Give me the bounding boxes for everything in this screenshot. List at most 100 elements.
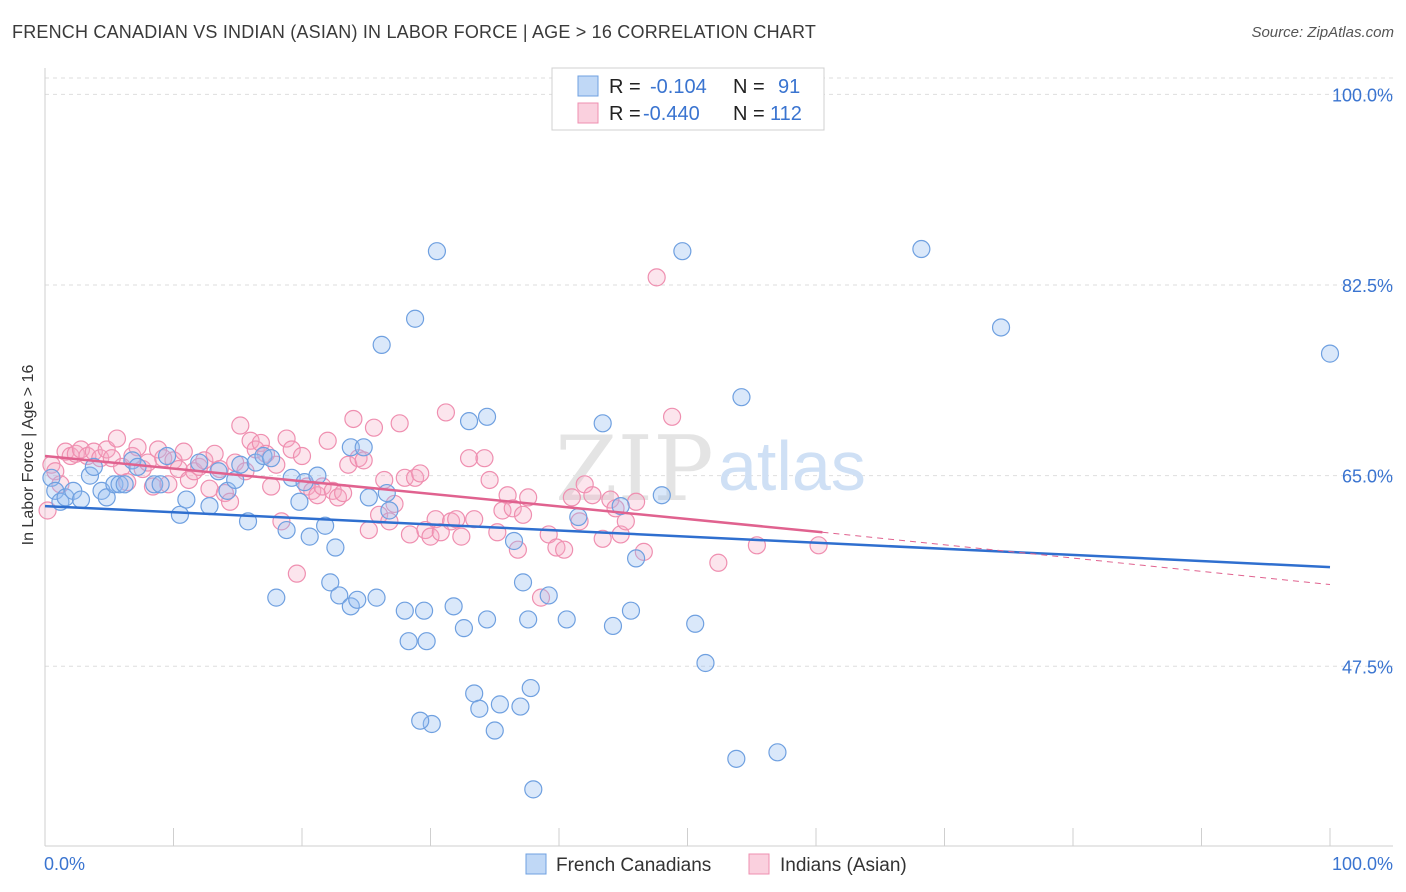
y-tick-label-1: 65.0% [1342, 467, 1393, 487]
indians-asian-point-62 [359, 520, 378, 540]
french-canadians-point-50 [395, 601, 414, 620]
bottom-legend-swatch-indians-asian [748, 853, 770, 875]
french-canadians-point-86 [1320, 344, 1340, 363]
french-canadians-point-66 [504, 531, 524, 551]
french-canadians-point-45 [359, 488, 378, 507]
legend-swatch-french-canadians [577, 75, 599, 97]
legend-r-label-2: R = [609, 103, 641, 125]
tick-labels: 47.5% 65.0% 82.5% 100.0% 0.0% 100.0% [44, 85, 1393, 874]
french-canadians-point-81 [727, 749, 746, 768]
indians-asian-point-109 [709, 553, 728, 572]
indians-asian-point-99 [583, 486, 602, 505]
french-canadians-point-75 [621, 601, 641, 620]
trend-line-indians-asian-extension [822, 531, 1331, 586]
indians-asian-point-84 [480, 470, 499, 490]
legend: R = -0.104 N = 91 R = -0.440 N = 112 [551, 67, 825, 131]
french-canadians-point-85 [991, 318, 1011, 337]
french-canadians-point-29 [262, 449, 281, 468]
indians-asian-point-23 [159, 475, 178, 494]
legend-n-label-2: N = [733, 103, 765, 125]
legend-n-label-1: N = [733, 76, 765, 98]
french-canadians-point-73 [593, 414, 612, 433]
french-canadians-point-33 [290, 492, 309, 511]
french-canadians-point-30 [267, 588, 286, 607]
french-canadians-point-6 [80, 466, 100, 485]
legend-r-label-1: R = [609, 76, 641, 98]
french-canadians-point-46 [367, 588, 386, 607]
indians-asian-point-64 [370, 505, 389, 524]
indians-asian-point-108 [662, 407, 682, 426]
french-canadians-point-25 [231, 455, 250, 474]
indians-asian-point-34 [215, 483, 234, 503]
french-canadians-point-64 [485, 721, 504, 740]
french-canadians-point-62 [477, 407, 497, 426]
indians-asian-point-80 [452, 527, 471, 546]
french-canadians-point-1 [46, 481, 65, 500]
bottom-legend: French Canadians Indians (Asian) [525, 853, 907, 876]
french-canadians-point-42 [341, 597, 360, 616]
french-canadians-point-11 [110, 475, 129, 494]
french-canadians-point-84 [912, 239, 931, 259]
french-canadians-point-54 [417, 632, 436, 651]
french-canadians-point-18 [170, 505, 190, 524]
french-canadians-point-20 [190, 453, 209, 472]
indians-asian-point-48 [287, 564, 306, 583]
indians-asian-point-111 [809, 536, 828, 555]
french-canadians-point-10 [105, 475, 124, 494]
french-canadians-point-59 [459, 412, 479, 431]
french-canadians-point-76 [626, 549, 646, 568]
indians-asian-point-79 [447, 510, 466, 529]
french-canadians-point-47 [372, 335, 391, 354]
french-canadians-point-48 [377, 483, 396, 503]
french-canadians-point-69 [519, 610, 538, 629]
french-canadians-point-41 [341, 438, 360, 457]
watermark-zip: ZIP [555, 417, 714, 522]
indians-asian-point-43 [262, 477, 281, 496]
indians-asian-point-96 [562, 488, 581, 507]
indians-asian-point-27 [179, 470, 199, 490]
french-canadians-point-36 [308, 466, 327, 485]
french-canadians-point-58 [454, 619, 474, 638]
trend-lines [44, 454, 1331, 586]
trend-line-french-canadians [44, 504, 1331, 569]
legend-r-value-2: -0.440 [643, 103, 700, 125]
indians-asian-point-89 [508, 540, 527, 559]
french-canadians-point-68 [513, 573, 533, 592]
indians-asian-point-32 [205, 444, 224, 463]
french-canadians-point-51 [399, 632, 418, 651]
french-canadians-point-90 [539, 586, 558, 605]
indians-asian-point-49 [292, 446, 312, 466]
indians-asian-point-77 [436, 403, 456, 422]
indians-asian-point-47 [282, 440, 301, 459]
indians-asian-point-90 [513, 505, 533, 524]
french-canadians-point-63 [477, 610, 497, 629]
indians-asian-point-59 [344, 409, 363, 429]
indians-asian-point-61 [354, 451, 373, 470]
french-canadians-point-56 [427, 242, 447, 261]
indians-asian-point-101 [601, 490, 620, 509]
french-canadians-point-40 [330, 586, 349, 605]
x-tick-label-1: 100.0% [1332, 854, 1393, 874]
indians-asian-point-88 [503, 499, 522, 518]
french-canadians-point-15 [145, 475, 164, 494]
indians-asian-point-70 [400, 525, 420, 544]
french-canadians-point-38 [321, 573, 340, 592]
french-canadians-point-57 [444, 597, 463, 616]
french-canadians-point-80 [696, 653, 715, 673]
french-canadians-point-65 [490, 695, 509, 714]
indians-asian-point-57 [334, 483, 353, 503]
bottom-legend-label-french-canadians: French Canadians [556, 855, 711, 876]
french-canadians-point-88 [411, 711, 430, 730]
indians-asian-point-107 [647, 268, 666, 287]
french-canadians-point-67 [511, 697, 530, 716]
french-canadians-point-87 [521, 678, 540, 698]
french-canadians-point-77 [652, 486, 671, 505]
french-canadians-point-89 [603, 616, 623, 636]
french-canadians-point-49 [380, 501, 399, 520]
indians-asian-point-31 [200, 479, 219, 498]
french-canadians-point-43 [348, 590, 367, 609]
french-canadians-point-83 [768, 743, 787, 762]
french-canadians-point-35 [300, 527, 319, 546]
french-canadians-point-31 [277, 520, 296, 540]
